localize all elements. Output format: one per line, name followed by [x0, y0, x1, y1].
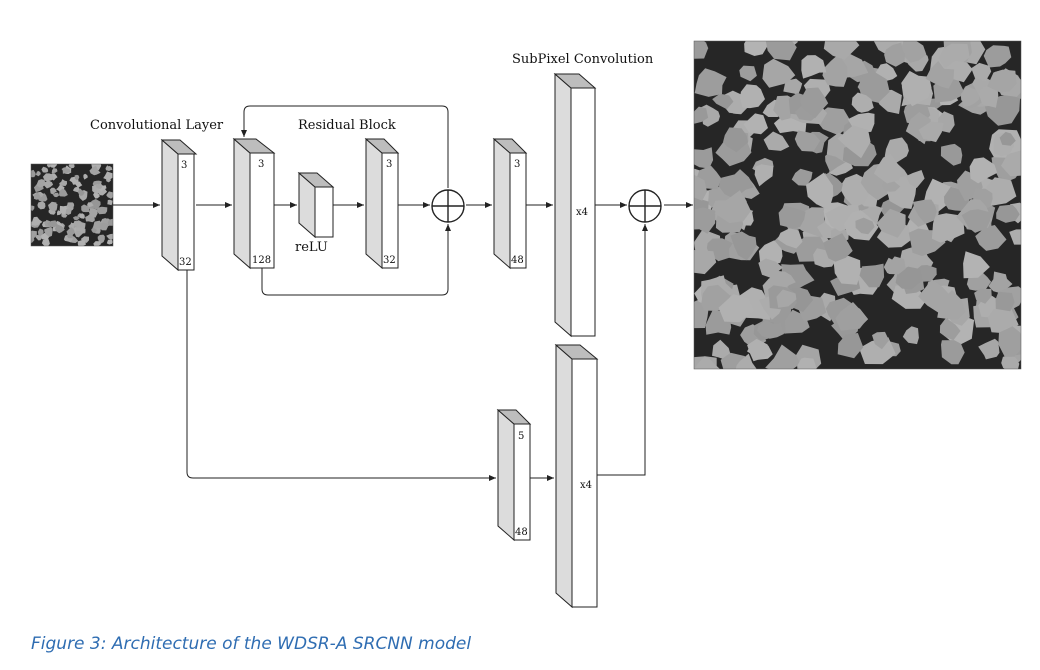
- skip-conv-bottom-num: 48: [515, 527, 528, 538]
- conv-layer-label: Convolutional Layer: [90, 118, 224, 133]
- subpixel-label: SubPixel Convolution: [512, 52, 654, 67]
- subpixel-block-bottom: x4: [554, 343, 599, 609]
- pre-subpixel-block: 3 48: [492, 137, 528, 270]
- relu-block: reLU: [295, 171, 335, 255]
- figure-caption: Figure 3: Architecture of the WDSR-A SRC…: [31, 634, 471, 654]
- residual-block-2: 3 32: [364, 137, 400, 270]
- skip-conv-block: 5 48: [496, 408, 532, 542]
- pre-sub-bottom-num: 48: [511, 255, 524, 266]
- connections: [113, 105, 693, 481]
- res2-top-num: 3: [386, 159, 392, 170]
- subpixel-top-factor: x4: [576, 207, 588, 218]
- res2-bottom-num: 32: [383, 255, 396, 266]
- output-sum-node: [628, 189, 662, 223]
- conv-block: 3 32: [160, 138, 198, 272]
- output-image: [693, 40, 1022, 370]
- relu-label: reLU: [295, 240, 328, 255]
- skip-conv-top-num: 5: [518, 431, 524, 442]
- res1-top-num: 3: [258, 159, 264, 170]
- residual-block-label: Residual Block: [298, 118, 396, 133]
- res1-bottom-num: 128: [252, 255, 271, 266]
- conv-block-top-num: 3: [181, 160, 187, 171]
- subpixel-block-top: x4: [553, 72, 597, 338]
- residual-block-1: 3 128: [232, 137, 276, 270]
- conv-block-bottom-num: 32: [179, 257, 192, 268]
- subpixel-bottom-factor: x4: [580, 480, 592, 491]
- input-image: [30, 163, 114, 247]
- residual-sum-node: [431, 189, 465, 223]
- pre-sub-top-num: 3: [514, 159, 520, 170]
